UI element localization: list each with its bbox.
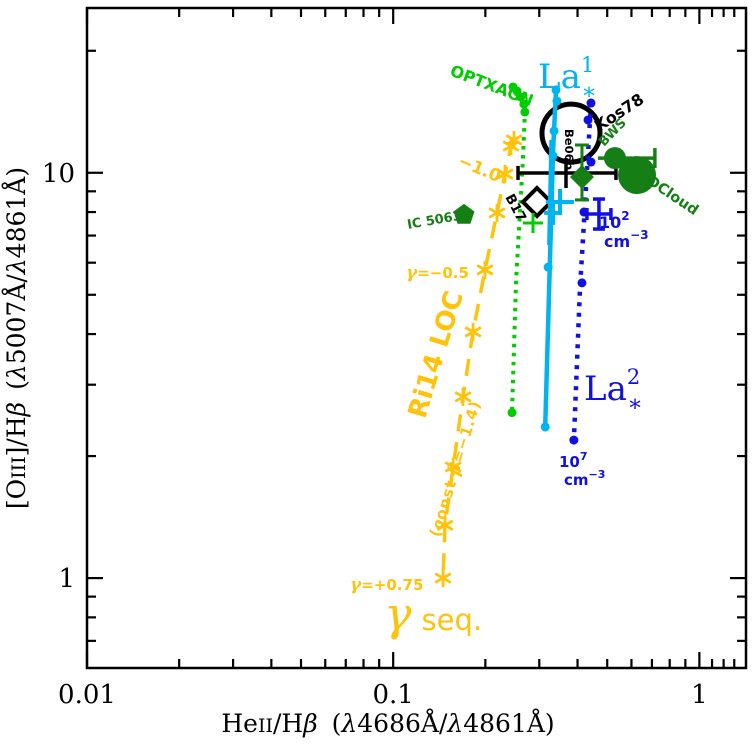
label-ri14-loc: Ri14 LOC (403, 288, 470, 422)
observation-b17 (520, 185, 554, 219)
series-ri14-loc (434, 130, 523, 588)
observation-kos78 (539, 101, 603, 165)
annotations: OPTXAGN La1 ∗La2 ∗Kos78Be06bB17BWSDCloudIC … (1, 53, 701, 738)
label-gamma-p075: γ=+0.75 (350, 575, 423, 595)
label-density-100-a: 102 (599, 209, 630, 232)
label-b17: B17 (501, 191, 529, 224)
x-tick-label-0.01: 0.01 (58, 680, 116, 710)
x-tick-label-0.1: 0.1 (373, 680, 414, 710)
observation-green-plus (523, 212, 544, 233)
observation-blue-plus-100 (585, 197, 613, 231)
observation-cyan-plus-1 (545, 189, 574, 216)
axes-ticks: 0.01 0.1 1 1 10 (42, 8, 746, 710)
label-optxagn: OPTXAGN (448, 61, 536, 110)
observation-ic5063 (453, 203, 475, 224)
series-la2 (569, 98, 596, 445)
label-la1: La1 ∗ (538, 53, 597, 105)
label-la2: La2 ∗ (584, 365, 643, 417)
observation-dcloud (618, 156, 657, 195)
label-gamma-m10: −1.0 (455, 151, 504, 187)
x-tick-label-1: 1 (691, 680, 708, 710)
y-tick-label-10: 10 (42, 159, 75, 189)
label-gamma-m05: γ=−0.5 (406, 263, 469, 283)
label-dcloud: DCloud (644, 173, 701, 219)
label-density-1e7-b: cm−3 (564, 468, 605, 489)
series-la1-branch (547, 139, 554, 246)
plot-frame (85, 6, 748, 670)
label-gamma-seq: γ seq. (384, 587, 482, 641)
label-density-1e7-a: 107 (559, 450, 588, 471)
label-y-axis-label: [OIII]/Hβ(λ5007Å/λ4861Å) (1, 167, 31, 509)
label-density-100-b: cm−3 (604, 228, 649, 251)
label-be06b: Be06b (562, 129, 576, 170)
label-x-axis-label: HeII/Hβ (λ4686Å/λ4861Å) (221, 708, 554, 738)
series-optxagn (507, 82, 530, 418)
label-ic5063: IC 5063 (406, 209, 463, 233)
observation-dense-diamond (569, 143, 594, 202)
observation-be06b (516, 158, 618, 189)
observation-cyan-plus-2 (544, 200, 563, 225)
y-tick-label-1: 1 (58, 564, 75, 594)
label-const-beta: (constβ=−1.4) (425, 398, 486, 539)
